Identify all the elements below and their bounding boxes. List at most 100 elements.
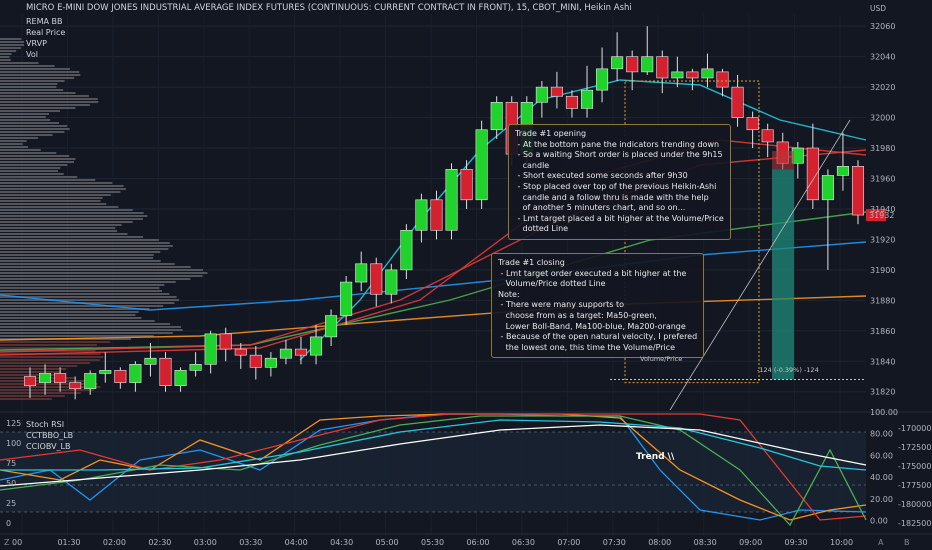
volume-bar [0, 200, 101, 202]
time-tick-label: 09:30 [785, 538, 808, 547]
volume-bar [0, 356, 104, 358]
current-price-tag [866, 209, 886, 222]
price-tick-label: 32020 [870, 83, 895, 92]
indicator-rema-bb[interactable]: REMA BB [26, 17, 63, 26]
obv-tick: -172500 [898, 443, 931, 452]
stoch-band [0, 432, 866, 512]
cciobv-label[interactable]: CCIOBV_LB [26, 442, 71, 451]
volume-bar [0, 254, 154, 256]
volume-bar [0, 323, 171, 325]
volume-bar [0, 62, 39, 64]
time-tick-label: 03:30 [239, 538, 262, 547]
volume-bar [0, 74, 81, 76]
volume-bar [0, 110, 61, 112]
volume-bar [0, 233, 128, 235]
volume-bar [0, 269, 204, 271]
stoch-line-1 [0, 413, 867, 521]
volume-bar [0, 191, 121, 193]
time-tick-label: 02:00 [103, 538, 126, 547]
candle-body [445, 169, 458, 231]
candle-body [475, 129, 488, 201]
candle-body [204, 333, 217, 365]
volume-bar [0, 215, 148, 217]
candle-body [69, 382, 82, 389]
volume-bar [0, 308, 150, 310]
volume-bar [0, 335, 154, 337]
indicator-vol[interactable]: Vol [26, 50, 38, 59]
candle-body [851, 166, 865, 216]
stoch-left-tick: 0 [6, 519, 11, 528]
candle-body [641, 56, 654, 73]
volume-bar [0, 314, 136, 316]
volume-bar [0, 377, 75, 379]
volume-bar [0, 272, 208, 274]
volume-bar [0, 80, 65, 82]
candle-body [821, 175, 834, 201]
volume-bar [0, 278, 191, 280]
volume-bar [0, 224, 122, 226]
stoch-right-tick: 100.00 [870, 408, 898, 417]
volume-bar [0, 194, 111, 196]
settings-icon[interactable]: B [904, 538, 910, 547]
candle-body [54, 373, 67, 383]
volume-bar [0, 284, 165, 286]
price-tick-label: 32040 [870, 53, 895, 62]
measure-label: -124 (-0.39%) -124 [757, 366, 819, 374]
volume-bar [0, 68, 70, 70]
time-tick-label: 01:30 [57, 538, 80, 547]
stoch-rsi-pane: 125 100 75 50 25 0 100.00 80.00 60.00 40.00 20.00 0… [0, 408, 932, 528]
candle-body [189, 364, 202, 371]
candle-body [114, 370, 127, 383]
volume-bar [0, 392, 81, 394]
volume-bar [0, 251, 161, 253]
volume-bar [0, 398, 52, 400]
time-tick-label: 05:30 [421, 538, 444, 547]
volume-bar [0, 50, 17, 52]
volume-bar [0, 155, 70, 157]
volume-bar [0, 302, 175, 304]
volume-bar [0, 38, 22, 40]
volume-bar [0, 113, 50, 115]
stoch-right-tick: 60.00 [870, 451, 893, 460]
candle-body [99, 370, 112, 374]
volume-bar [0, 89, 64, 91]
auto-scale-icon[interactable]: A [878, 538, 884, 547]
volume-bar [0, 104, 90, 106]
price-tick-label: 31940 [870, 205, 895, 214]
volume-bar [0, 242, 170, 244]
volume-bar [0, 134, 53, 136]
candle-body [23, 376, 37, 386]
stoch-rsi-label[interactable]: Stoch RSI [26, 420, 65, 429]
price-tick-label: 32060 [870, 22, 895, 31]
zoom-icon[interactable]: Z [4, 538, 10, 547]
cctbbo-label[interactable]: CCTBBO_LB [26, 431, 74, 440]
moving-average-line-4 [0, 139, 867, 356]
volume-bar [0, 83, 58, 85]
volume-bar [0, 239, 159, 241]
obv-tick: -170000 [898, 424, 931, 433]
indicator-real-price[interactable]: Real Price [26, 28, 66, 37]
volume-bar [0, 332, 173, 334]
volume-bar [0, 257, 154, 259]
volume-bar [0, 275, 203, 277]
volume-bar [0, 311, 139, 313]
price-tick-label: 31860 [870, 327, 895, 336]
candle-body [415, 199, 428, 231]
volume-bar [0, 260, 161, 262]
time-tick-label: 10:00 [830, 538, 853, 547]
short-target-zone [772, 169, 794, 380]
volume-bar [0, 230, 118, 232]
volume-bar [0, 374, 65, 376]
trade-close-note: Trade #1 closing - Lmt target order exec… [491, 253, 705, 359]
candle-body [580, 89, 594, 109]
volume-bar [0, 386, 101, 388]
volume-bar [0, 197, 103, 199]
volume-bar [0, 326, 182, 328]
volume-bar [0, 56, 10, 58]
candle-body [294, 348, 308, 356]
volume-bar [0, 203, 107, 205]
candlesticks [23, 26, 865, 400]
candle-body [129, 364, 142, 383]
indicator-vrvp[interactable]: VRVP [26, 39, 47, 48]
